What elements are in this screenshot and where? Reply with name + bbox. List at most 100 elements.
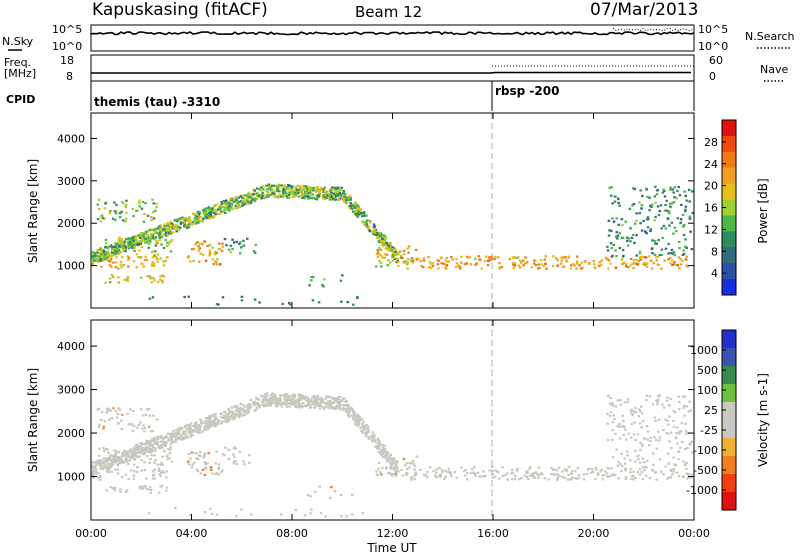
echo-cell xyxy=(651,239,654,242)
echo-cell xyxy=(264,393,267,396)
echo-cell xyxy=(365,214,368,217)
echo-cell xyxy=(606,438,610,442)
echo-cell xyxy=(406,247,409,250)
echo-cell xyxy=(394,254,397,257)
echo-cell xyxy=(575,477,578,480)
echo-cell xyxy=(667,462,670,465)
echo-cell xyxy=(91,471,94,474)
echo-cell xyxy=(109,464,112,467)
echo-cell xyxy=(562,256,565,259)
echo-cell xyxy=(265,394,269,397)
echo-cell xyxy=(203,240,206,243)
echo-cell xyxy=(219,263,222,266)
echo-cell xyxy=(105,460,108,463)
echo-cell xyxy=(141,487,144,490)
echo-cell xyxy=(195,428,198,431)
echo-cell xyxy=(193,430,196,433)
echo-cell xyxy=(335,194,339,197)
echo-cell xyxy=(667,242,670,246)
echo-cell xyxy=(366,427,370,430)
echo-cell xyxy=(316,396,319,399)
echo-cell xyxy=(406,258,410,261)
velocity-data-cells xyxy=(91,392,694,518)
echo-cell xyxy=(146,407,150,411)
echo-cell xyxy=(286,186,289,189)
echo-cell xyxy=(637,408,641,411)
echo-cell xyxy=(611,217,614,220)
echo-cell xyxy=(192,247,196,251)
echo-cell xyxy=(383,256,386,259)
echo-cell xyxy=(224,411,227,414)
echo-cell xyxy=(684,447,687,451)
echo-cell xyxy=(437,259,440,263)
echo-cell xyxy=(166,221,169,225)
echo-cell xyxy=(293,395,297,398)
echo-cell xyxy=(203,210,206,214)
echo-cell xyxy=(308,188,312,191)
echo-cell xyxy=(143,258,147,262)
echo-cell xyxy=(278,193,281,196)
echo-cell xyxy=(280,184,283,187)
echo-cell xyxy=(631,263,634,266)
echo-cell xyxy=(208,420,212,423)
echo-cell xyxy=(118,457,121,460)
echo-cell xyxy=(494,469,497,472)
echo-cell xyxy=(428,261,432,264)
colorbar-swatch xyxy=(722,135,736,153)
echo-cell xyxy=(669,431,673,434)
echo-cell xyxy=(353,202,357,205)
echo-cell xyxy=(349,198,352,201)
echo-cell xyxy=(319,187,322,190)
echo-cell xyxy=(109,465,112,468)
echo-cell xyxy=(678,432,681,435)
echo-cell xyxy=(238,411,242,414)
echo-cell xyxy=(214,260,217,263)
echo-cell xyxy=(146,275,149,278)
echo-cell xyxy=(110,254,113,257)
echo-cell xyxy=(356,296,359,299)
echo-cell xyxy=(617,201,620,204)
echo-cell xyxy=(118,236,121,239)
echo-cell xyxy=(158,473,161,476)
echo-cell xyxy=(107,471,110,474)
echo-cell xyxy=(204,259,208,262)
echo-cell xyxy=(253,403,257,406)
echo-cell xyxy=(681,213,685,216)
echo-cell xyxy=(224,418,227,421)
echo-cell xyxy=(177,228,181,231)
echo-cell xyxy=(111,487,115,490)
echo-cell xyxy=(413,474,416,477)
echo-cell xyxy=(255,197,259,200)
echo-cell xyxy=(159,224,162,227)
echo-cell xyxy=(606,467,610,470)
echo-cell xyxy=(381,234,384,237)
echo-cell xyxy=(207,209,210,212)
echo-cell xyxy=(137,244,140,247)
echo-cell xyxy=(649,436,652,439)
echo-cell xyxy=(516,467,519,470)
echo-cell xyxy=(276,195,279,198)
echo-cell xyxy=(562,265,565,268)
echo-cell xyxy=(133,470,136,473)
echo-cell xyxy=(342,189,345,193)
echo-cell xyxy=(139,234,142,237)
echo-cell xyxy=(284,186,287,189)
echo-cell xyxy=(371,431,375,434)
echo-cell xyxy=(563,476,567,479)
echo-cell xyxy=(642,219,645,223)
echo-cell xyxy=(565,260,569,263)
x-tick-label: 04:00 xyxy=(176,527,208,540)
echo-cell xyxy=(333,188,337,191)
echo-cell xyxy=(690,248,694,251)
echo-cell xyxy=(215,251,219,254)
echo-cell xyxy=(217,463,221,466)
echo-cell xyxy=(221,453,225,456)
echo-cell xyxy=(96,217,100,221)
echo-cell xyxy=(197,428,200,431)
echo-cell xyxy=(154,209,157,212)
echo-cell xyxy=(657,263,661,266)
echo-cell xyxy=(115,210,118,213)
echo-cell xyxy=(170,227,174,230)
echo-cell xyxy=(178,226,182,229)
echo-cell xyxy=(646,226,650,229)
